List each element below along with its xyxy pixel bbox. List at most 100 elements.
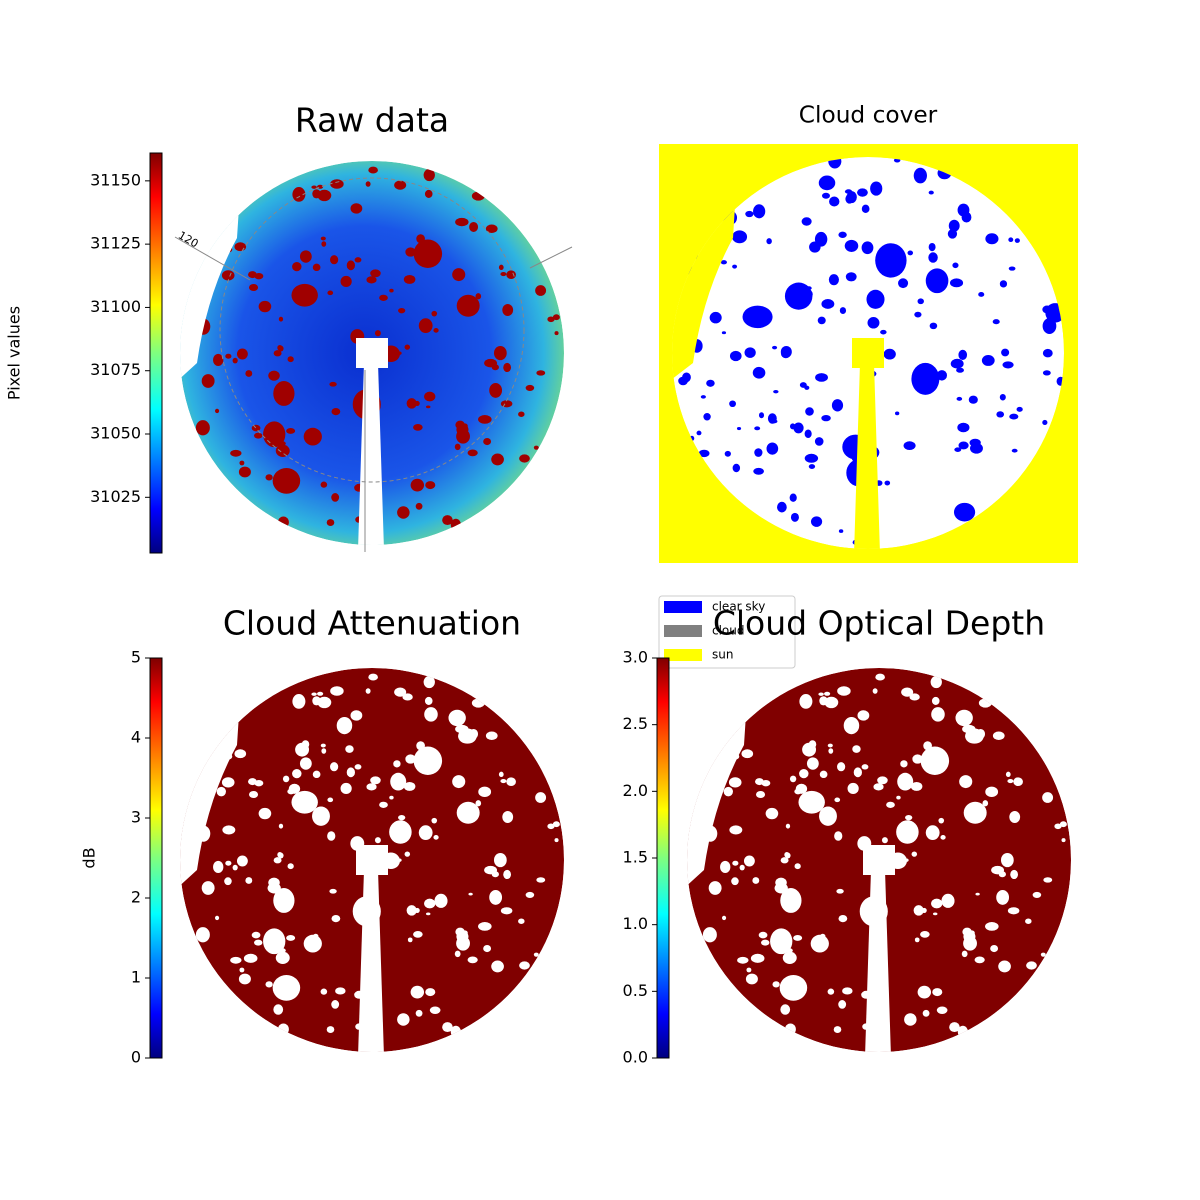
blob [799, 382, 807, 388]
blob [354, 257, 362, 263]
image-body [180, 668, 564, 1052]
blob [424, 189, 433, 198]
blob [806, 286, 812, 290]
blob [910, 781, 923, 791]
blob [330, 255, 339, 265]
blob [931, 898, 943, 909]
blob [221, 270, 235, 281]
blob [273, 1004, 284, 1015]
colorbar-tick-label: 31125 [90, 234, 141, 253]
blob [416, 234, 425, 244]
blob [917, 298, 924, 305]
blob [844, 241, 854, 250]
blob [442, 515, 453, 526]
blob [954, 447, 962, 452]
blob [326, 519, 335, 526]
blob [327, 290, 334, 296]
colorbar-tick-label: 0.0 [623, 1048, 648, 1067]
blob [784, 1023, 796, 1036]
blob [243, 953, 258, 963]
blob [346, 767, 355, 778]
blob [709, 311, 722, 324]
blob [485, 731, 498, 740]
blob [299, 757, 312, 770]
blob [968, 395, 978, 404]
blob [469, 221, 479, 232]
blob [746, 967, 752, 973]
blob [1042, 370, 1051, 376]
blob [720, 260, 727, 265]
blob [249, 283, 259, 292]
blob [953, 502, 976, 522]
blob [536, 877, 546, 883]
legend-swatch [664, 625, 702, 637]
blob [785, 823, 791, 829]
blob [225, 353, 232, 359]
blob [1061, 838, 1066, 843]
blob [925, 268, 949, 294]
blob [1042, 792, 1054, 803]
blob [425, 912, 431, 916]
blob [831, 399, 844, 412]
blob [843, 716, 860, 735]
blob [416, 741, 425, 751]
blob [413, 746, 443, 776]
blob [273, 857, 282, 864]
colorbar-tick-label: 2 [131, 888, 141, 907]
blob [456, 423, 469, 436]
blob [875, 673, 885, 681]
blob [728, 777, 742, 788]
blob [422, 761, 433, 772]
blob [390, 772, 407, 791]
blob [956, 396, 963, 401]
blob [1009, 811, 1021, 824]
blob [948, 219, 960, 232]
blob [810, 516, 823, 527]
blob [819, 770, 828, 779]
blob [806, 757, 819, 770]
colorbar-tick-label: 1 [131, 968, 141, 987]
blob [721, 331, 727, 335]
blob [736, 426, 742, 431]
blob [1005, 771, 1011, 778]
blob [729, 825, 743, 835]
blob [491, 871, 499, 878]
blob [335, 987, 346, 995]
blob [415, 1009, 423, 1017]
blob [957, 422, 970, 433]
blob [374, 837, 381, 844]
blob [222, 825, 236, 835]
blob [475, 800, 482, 807]
blob [456, 930, 469, 943]
blob [920, 931, 930, 938]
blob [251, 424, 261, 432]
blob [254, 272, 264, 280]
blob [254, 432, 263, 439]
blob [931, 707, 945, 722]
blob [900, 760, 908, 768]
blob [278, 316, 284, 322]
blob [907, 250, 914, 256]
blob [394, 687, 407, 697]
blob [273, 381, 295, 406]
blob [321, 241, 327, 247]
blob [418, 318, 433, 333]
blob [292, 261, 302, 272]
blob [389, 288, 394, 293]
blob [911, 851, 918, 857]
blob [818, 175, 836, 191]
colorbar [149, 657, 163, 1059]
blob [291, 790, 318, 814]
blob [936, 1006, 948, 1014]
blob [413, 239, 443, 269]
polar-grid-ring [219, 177, 525, 483]
blob [312, 263, 321, 272]
blob [1002, 361, 1014, 369]
panel-title: Raw data [295, 101, 449, 140]
blob [754, 426, 761, 431]
blob [912, 754, 923, 764]
blob [292, 768, 302, 779]
blob [230, 956, 242, 964]
blob [370, 776, 381, 785]
